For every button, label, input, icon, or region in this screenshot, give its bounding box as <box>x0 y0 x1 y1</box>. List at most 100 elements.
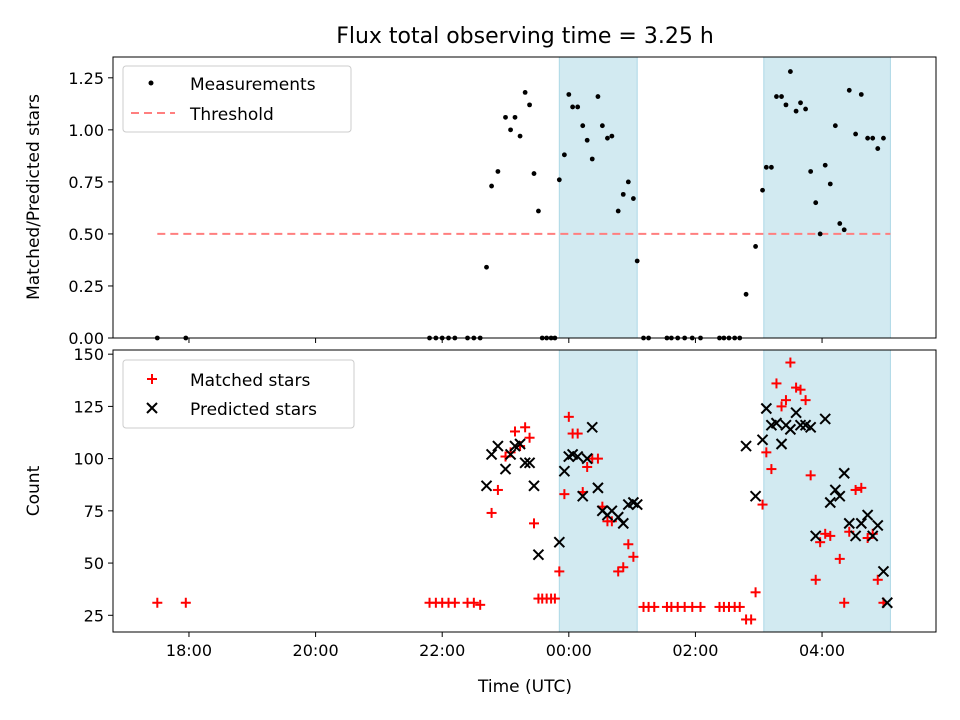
measurement-point <box>870 135 876 141</box>
predicted-star-point <box>499 463 512 475</box>
measurement-point <box>630 196 636 201</box>
y-tick-label: 0.25 <box>68 277 104 296</box>
predicted-star-point <box>775 438 788 450</box>
matched-star-point <box>468 597 479 608</box>
measurement-point <box>615 208 621 214</box>
predicted-star-point <box>866 530 879 542</box>
x-tick-label: 22:00 <box>419 641 465 660</box>
bottom-shaded-regions <box>558 349 891 633</box>
y-tick-label: 125 <box>73 397 104 416</box>
matched-star-point <box>559 489 570 500</box>
bottom-axes-frame <box>112 349 937 633</box>
y-tick-label: 0.00 <box>68 329 104 348</box>
predicted-star-point <box>794 419 807 431</box>
y-tick-label: 25 <box>84 606 104 625</box>
x-tick-label: 18:00 <box>166 641 212 660</box>
predicted-star-point <box>784 423 797 436</box>
measurement-point <box>803 106 808 112</box>
legend-predicted-label: Predicted stars <box>190 400 317 420</box>
measurement-point <box>846 87 852 93</box>
matched-star-point <box>761 447 772 458</box>
matched-star-point <box>475 599 486 610</box>
matched-star-point <box>825 530 836 541</box>
bottom-y-axis: 25 50 75 100 125 150 <box>73 345 113 625</box>
matched-star-point <box>872 574 883 585</box>
matched-star-point <box>563 411 574 422</box>
predicted-star-point <box>504 448 517 461</box>
bottom-xlabel: Time (UTC) <box>477 677 572 697</box>
top-ylabel: Matched/Predicted stars <box>24 94 44 300</box>
measurement-point <box>599 123 605 129</box>
measurement-point <box>584 137 590 143</box>
measurement-point <box>858 92 864 97</box>
matched-star-point <box>776 401 787 412</box>
matched-star-point <box>839 597 850 608</box>
bottom-x-axis: 18:00 20:00 22:00 00:00 02:00 04:00 <box>166 632 845 660</box>
measurement-point <box>620 191 626 197</box>
shaded-region <box>558 56 638 339</box>
top-axes-frame <box>112 56 937 339</box>
predicted-star-point <box>855 517 868 530</box>
predicted-star-point <box>861 509 874 521</box>
top-x-ticks <box>188 338 823 343</box>
legend-threshold-label: Threshold <box>189 105 274 125</box>
predicted-star-point <box>843 517 855 530</box>
predicted-star-point <box>877 565 890 578</box>
predicted-star-point <box>756 434 769 446</box>
predicted-star-point <box>790 406 802 419</box>
y-tick-label: 75 <box>84 502 104 521</box>
predicted-star-point <box>829 484 842 496</box>
measurement-point <box>837 221 843 226</box>
measurement-point <box>798 100 803 106</box>
matched-star-point <box>520 422 531 433</box>
x-tick-label: 04:00 <box>799 641 845 660</box>
matched-star-point <box>582 461 593 472</box>
x-tick-label: 20:00 <box>293 641 339 660</box>
measurement-point <box>508 127 513 133</box>
legend-matched-label: Matched stars <box>190 371 310 391</box>
measurement-point <box>769 164 774 170</box>
matched-star-point <box>771 378 782 389</box>
measurement-point <box>605 135 610 141</box>
predicted-star-point <box>553 536 566 548</box>
measurement-point <box>753 244 758 249</box>
x-tick-label: 00:00 <box>546 641 592 660</box>
matched-star-point <box>618 562 629 573</box>
measurement-point <box>760 187 765 193</box>
predicted-star-point <box>571 450 584 463</box>
measurement-point <box>495 169 501 174</box>
matched-star-point <box>592 453 603 464</box>
matched-star-point <box>766 464 777 475</box>
matched-star-point <box>510 426 521 437</box>
measurement-point <box>512 114 518 120</box>
measurement-point <box>865 135 871 141</box>
measurement-point <box>793 108 799 114</box>
measurement-point <box>634 258 640 264</box>
matched-star-point <box>800 395 811 406</box>
predicted-star-point <box>834 490 846 502</box>
predicted-star-point <box>485 448 498 461</box>
measurement-point <box>787 69 793 74</box>
measurement-point <box>566 92 572 97</box>
chart-title: Flux total observing time = 3.25 h <box>336 24 714 49</box>
matched-star-point <box>486 507 497 518</box>
predicted-star-point <box>592 482 604 494</box>
measurement-point <box>841 227 847 233</box>
matched-star-point <box>795 384 806 395</box>
y-tick-label: 150 <box>73 345 104 364</box>
top-y-axis: 0.00 0.25 0.50 0.75 1.00 1.25 <box>68 69 113 348</box>
predicted-star-point <box>480 480 493 492</box>
measurement-point <box>484 264 489 270</box>
matched-star-point <box>791 382 802 393</box>
y-tick-label: 100 <box>73 450 104 469</box>
measurement-point <box>503 114 508 120</box>
bottom-legend-box <box>122 359 355 429</box>
predicted-star-point <box>523 457 536 469</box>
matched-star-point <box>695 601 706 612</box>
matched-star-point <box>805 470 816 481</box>
shaded-region <box>558 349 638 633</box>
measurement-point <box>783 102 789 108</box>
matched-star-point <box>554 566 565 577</box>
matched-star-point <box>750 587 761 598</box>
